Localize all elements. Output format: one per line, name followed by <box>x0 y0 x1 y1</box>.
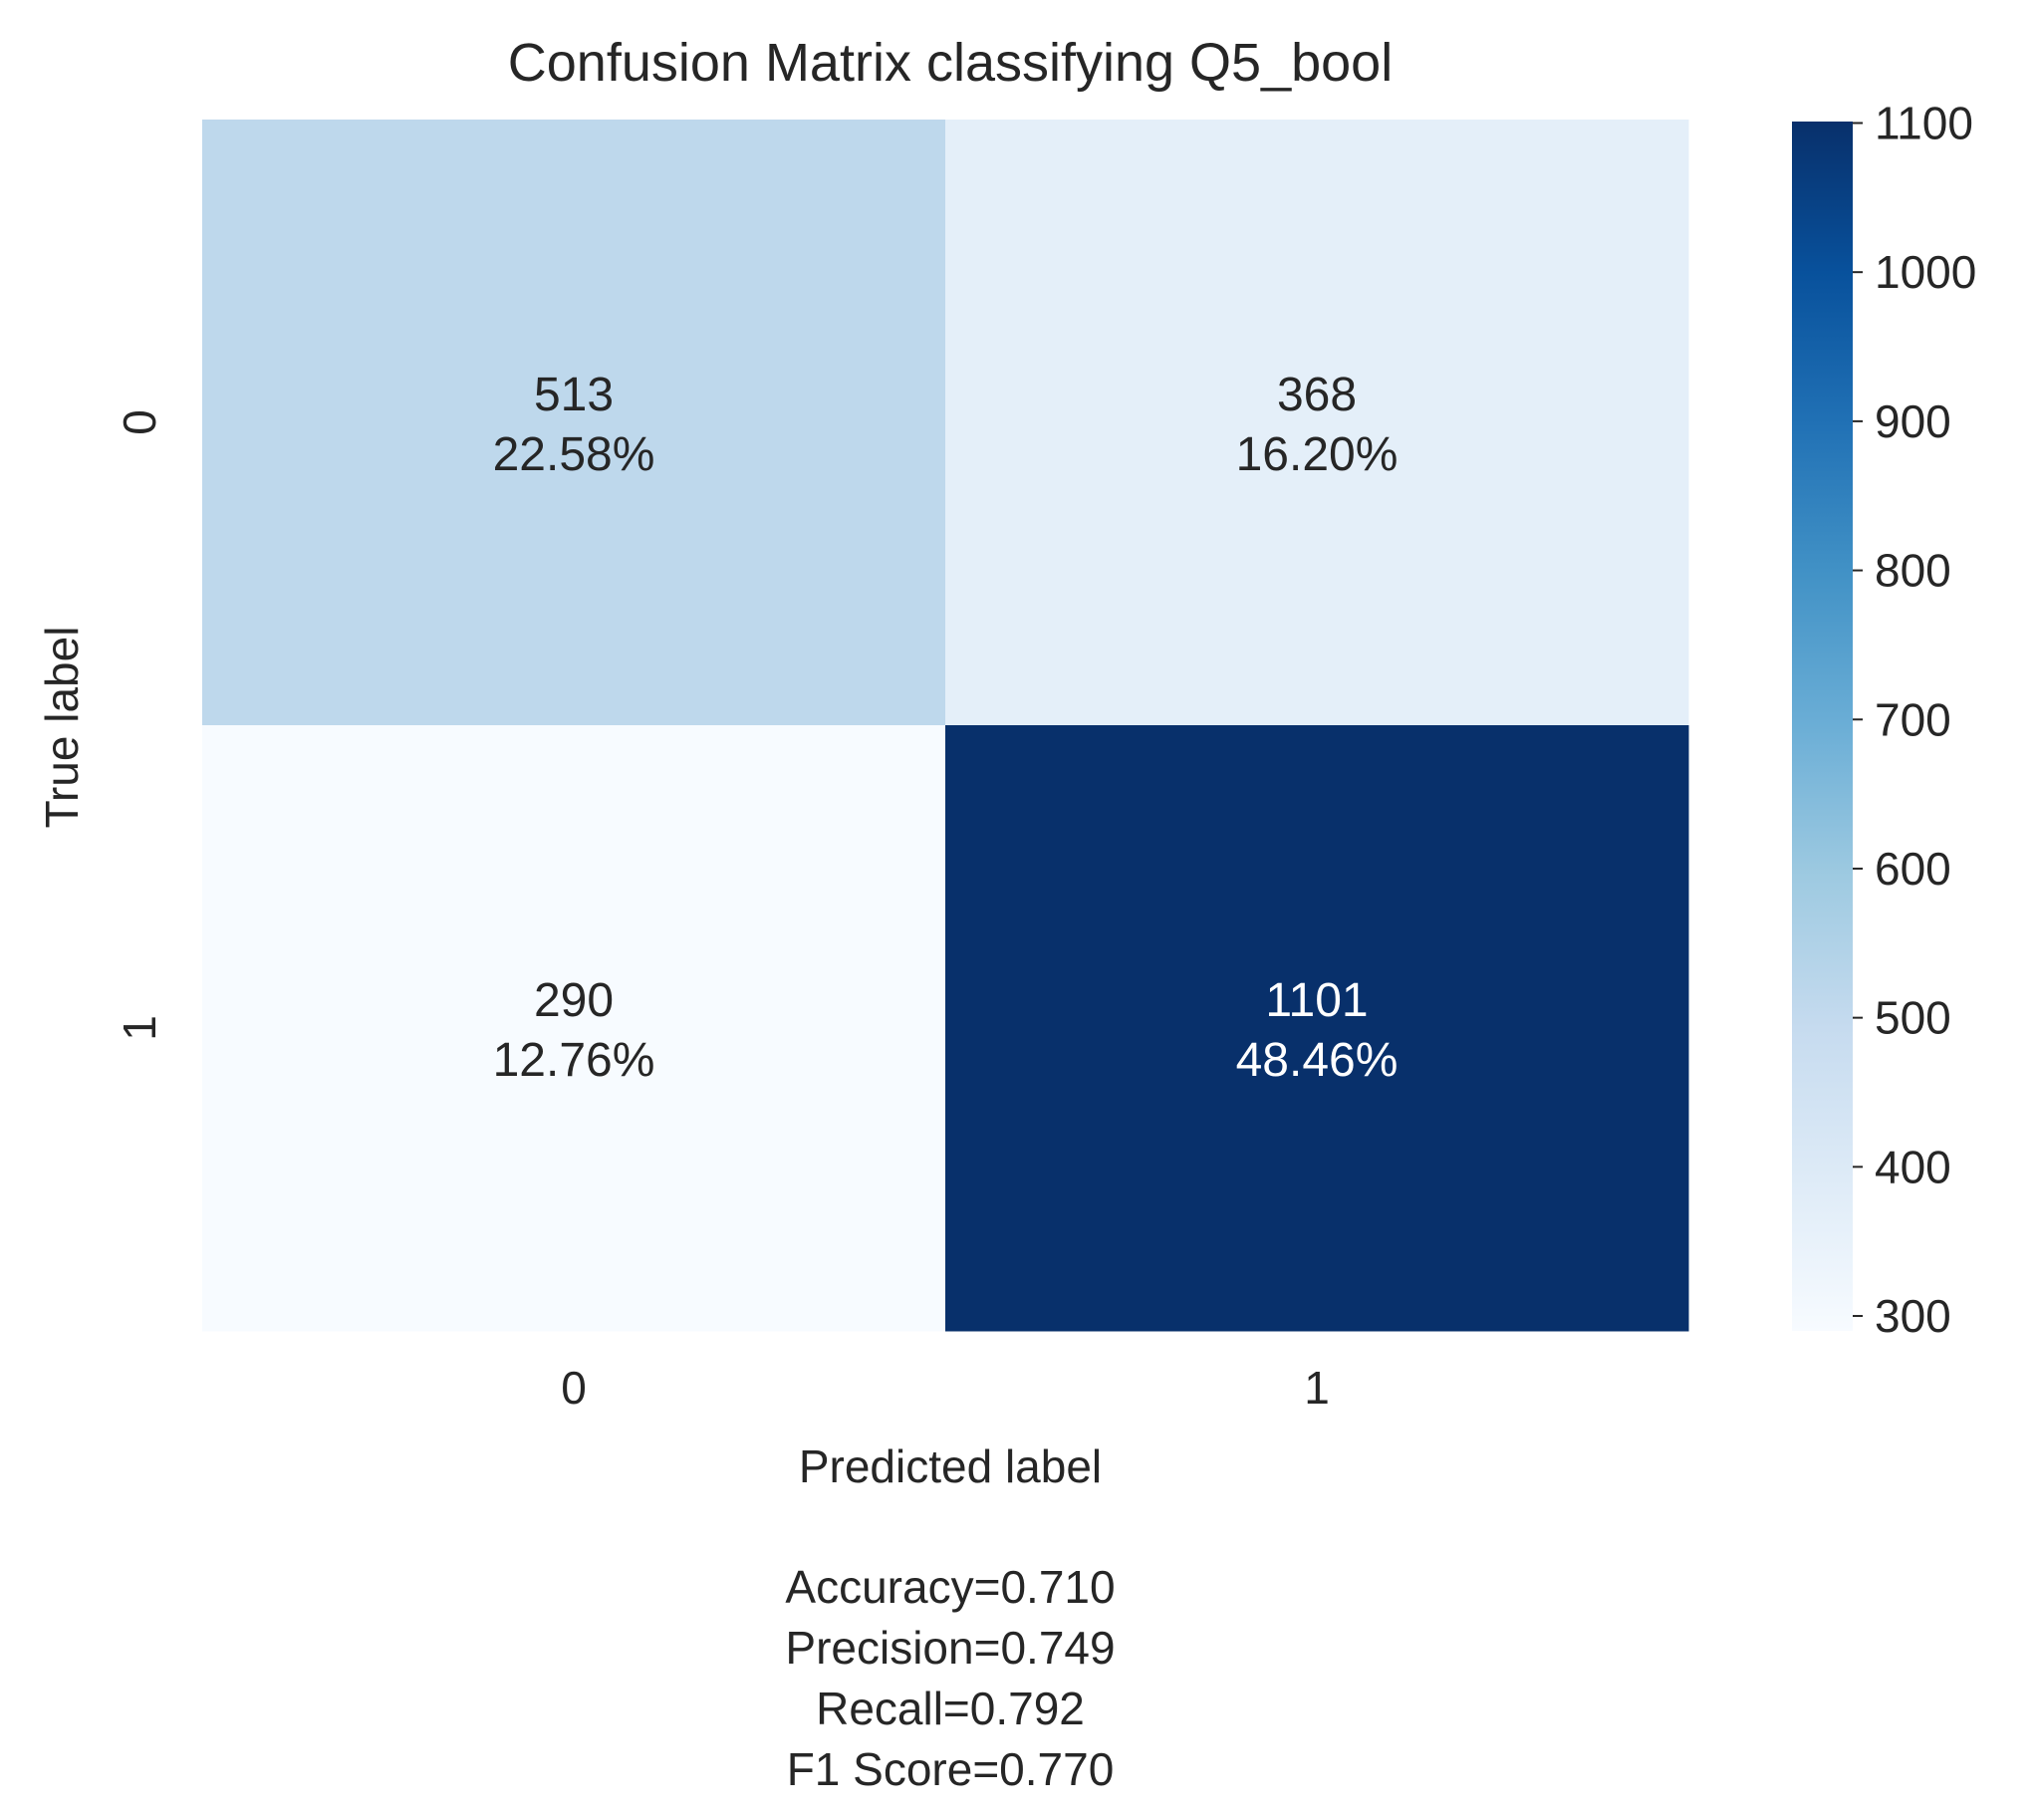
y-axis-label: True label <box>36 627 88 829</box>
colorbar-tick-label: 600 <box>1875 843 1951 895</box>
colorbar-tick-label: 700 <box>1875 693 1951 745</box>
colorbar-tick-label: 300 <box>1875 1290 1951 1342</box>
cell-count-label: 513 <box>534 369 614 421</box>
y-tick-label: 0 <box>114 409 165 435</box>
cell-percent-label: 48.46% <box>1236 1034 1399 1087</box>
chart-title: Confusion Matrix classifying Q5_bool <box>508 33 1393 93</box>
metric-line: Accuracy=0.710 <box>785 1561 1115 1613</box>
heatmap-cell <box>945 725 1689 1332</box>
x-axis-label: Predicted label <box>799 1440 1102 1492</box>
x-tick-label: 1 <box>1304 1362 1330 1414</box>
cell-count-label: 1101 <box>1265 974 1368 1027</box>
metrics-text: Accuracy=0.710 Precision=0.749 Recall=0.79… <box>785 1561 1115 1795</box>
colorbar-tick-label: 800 <box>1875 545 1951 597</box>
cell-percent-label: 22.58% <box>493 428 655 481</box>
heatmap-cell <box>202 725 946 1332</box>
colorbar-ticks: 300 400 500 600 700 800 900 1000 1100 <box>1853 97 1976 1342</box>
x-tick-label: 0 <box>561 1362 587 1414</box>
metric-line: Recall=0.792 <box>816 1683 1085 1734</box>
heatmap-cell-labels: 513 22.58% 368 16.20% 290 12.76% 1101 48.46% <box>493 369 1399 1087</box>
colorbar-tick-label: 1000 <box>1875 246 1976 298</box>
colorbar-tick-label: 400 <box>1875 1141 1951 1192</box>
heatmap-cell <box>945 120 1689 726</box>
heatmap-cell <box>202 120 946 726</box>
colorbar-tick-label: 900 <box>1875 395 1951 447</box>
metric-line: F1 Score=0.770 <box>787 1743 1115 1795</box>
heatmap-cells <box>202 120 1689 1332</box>
y-tick-labels: 01 <box>114 409 165 1041</box>
cell-percent-label: 12.76% <box>493 1034 655 1087</box>
cell-count-label: 290 <box>534 974 614 1027</box>
y-tick-label: 1 <box>114 1015 165 1041</box>
metric-line: Precision=0.749 <box>785 1622 1115 1674</box>
cell-count-label: 368 <box>1277 369 1357 421</box>
colorbar: 300 400 500 600 700 800 900 1000 1100 <box>1792 97 1976 1342</box>
colorbar-gradient <box>1792 122 1853 1331</box>
cell-percent-label: 16.20% <box>1236 428 1399 481</box>
colorbar-tick-label: 1100 <box>1875 97 1973 148</box>
colorbar-tick-label: 500 <box>1875 992 1951 1044</box>
